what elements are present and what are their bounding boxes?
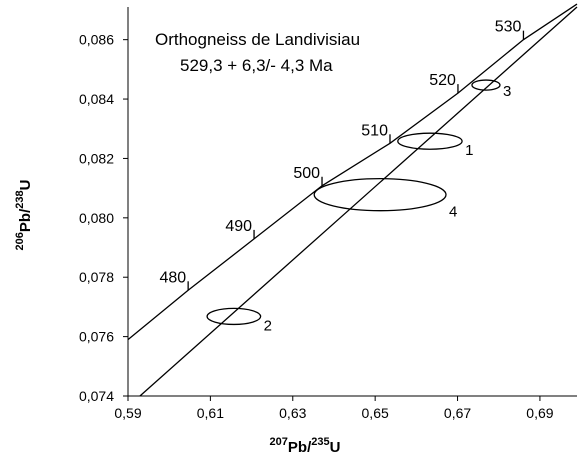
y-label-mass: 238 [14,190,26,208]
x-label-element: U [330,439,341,456]
concordia-curve [127,3,578,341]
x-tick-label: 0,61 [197,405,224,421]
x-label-mass: 235 [311,436,329,448]
chart-title: Orthogneiss de Landivisiau [155,30,360,49]
y-tick-label: 0,082 [79,150,114,166]
x-tick-label: 0,65 [362,405,389,421]
ellipse-label: 2 [264,317,272,334]
error-ellipse [471,79,501,91]
x-label-element: Pb/ [288,439,312,456]
age-label: 500 [293,165,320,182]
y-label-element: Pb/ [17,208,34,232]
y-tick-label: 0,074 [79,388,114,404]
x-tick-label: 0,59 [114,405,141,421]
ellipse-label: 4 [449,204,457,221]
age-label: 520 [429,72,456,89]
y-tick-label: 0,080 [79,210,114,226]
error-ellipse [206,307,262,326]
x-axis-label: 207Pb/235U [270,436,341,456]
x-tick-label: 0,69 [526,405,553,421]
age-label: 480 [159,269,186,286]
y-tick-label: 0,086 [79,32,114,48]
x-label-mass: 207 [270,436,288,448]
error-ellipse [313,177,447,212]
ellipse-label: 3 [503,83,511,100]
age-label: 510 [361,122,388,139]
x-tick-label: 0,67 [444,405,471,421]
y-label-mass: 206 [14,232,26,250]
y-tick-label: 0,076 [79,329,114,345]
y-tick-label: 0,084 [79,91,114,107]
y-tick-label: 0,078 [79,269,114,285]
x-tick-label: 0,63 [279,405,306,421]
ellipse-label: 1 [465,142,473,159]
discordia-line [139,6,578,397]
y-axis-label: 206Pb/238U [14,180,34,251]
chart-subtitle: 529,3 + 6,3/- 4,3 Ma [180,56,333,75]
age-label: 490 [225,218,252,235]
error-ellipse [397,132,463,150]
y-label-element: U [17,180,34,191]
age-label: 530 [495,19,522,36]
